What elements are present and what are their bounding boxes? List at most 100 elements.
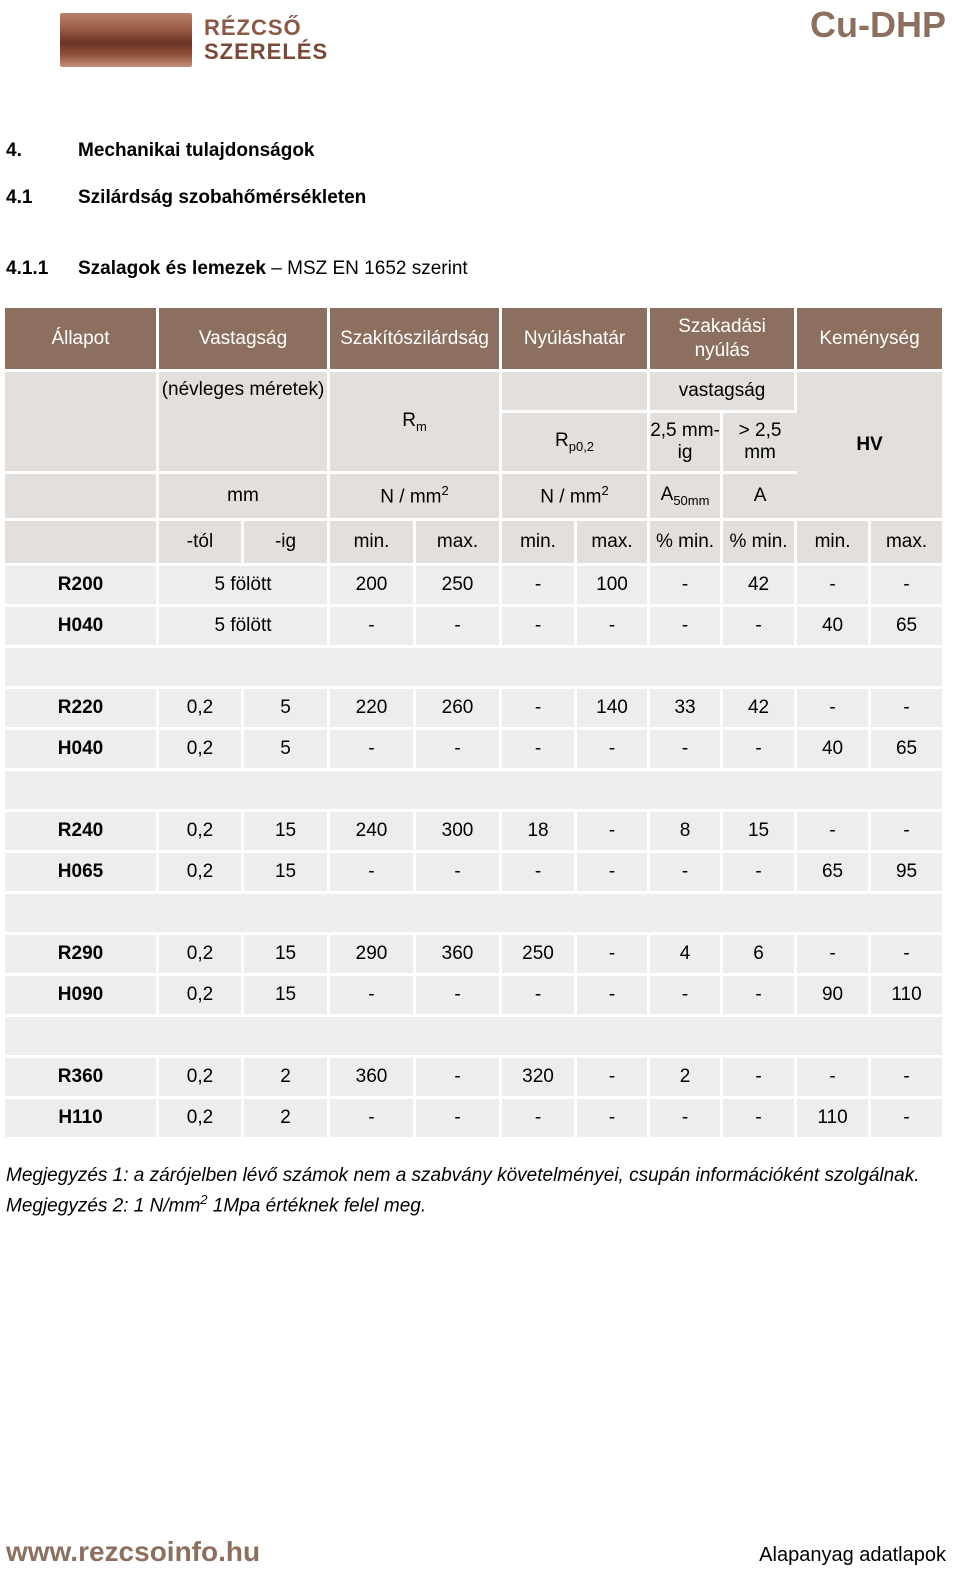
value-cell: -: [723, 1058, 798, 1099]
value-cell: -: [577, 1058, 651, 1099]
value-cell: 6: [723, 935, 798, 976]
value-cell: -: [502, 689, 578, 730]
state-cell: H040: [5, 730, 159, 771]
unit-mm: mm: [159, 474, 331, 521]
value-cell: -: [723, 853, 798, 894]
value-cell: -: [502, 730, 578, 771]
value-cell: -: [871, 935, 943, 976]
rm-subscript: m: [415, 418, 427, 434]
note-2-text-end: 1Mpa értéknek felel meg.: [207, 1195, 427, 1217]
value-cell: -: [650, 566, 724, 607]
copper-pipe-logo-graphic: [60, 13, 192, 67]
mechanical-properties-table: Állapot Vastagság Szakítószilárdság Nyúl…: [5, 308, 943, 1140]
footer-website-link[interactable]: www.rezcsoinfo.hu: [6, 1536, 261, 1567]
thickness-cell: 5 fölött: [159, 566, 331, 607]
value-cell: -: [330, 853, 417, 894]
to-cell: 5: [244, 730, 331, 771]
value-cell: -: [416, 1099, 503, 1140]
value-cell: -: [330, 730, 417, 771]
value-cell: -: [577, 812, 651, 853]
value-cell: -: [871, 689, 943, 730]
note-2: Megjegyzés 2: 1 N/mm2 1Mpa értéknek fele…: [6, 1188, 946, 1218]
value-cell: 260: [416, 689, 503, 730]
spacer-row: [5, 1017, 943, 1058]
from-cell: 0,2: [159, 935, 244, 976]
note-2-text: Megjegyzés 2: 1 N/mm: [6, 1195, 201, 1217]
header-allapot: Állapot: [5, 308, 159, 372]
section-heading-4-1-1: 4.1.1 Szalagok és lemezek – MSZ EN 1652 s…: [6, 258, 468, 280]
minmax-cell: min.: [797, 521, 872, 566]
header-szakadasi-nyulas: Szakadási nyúlás: [650, 308, 798, 372]
unit-superscript: 2: [441, 483, 449, 499]
subheader-vastagsag: vastagság: [650, 372, 798, 413]
value-cell: 90: [797, 976, 872, 1017]
units-row: mm N / mm2 N / mm2 A50mm A: [5, 474, 942, 521]
value-cell: 240: [330, 812, 417, 853]
from-cell: 0,2: [159, 812, 244, 853]
spacer-row: [5, 771, 943, 812]
to-cell: 15: [244, 935, 331, 976]
value-cell: 2: [650, 1058, 724, 1099]
value-cell: -: [650, 976, 724, 1017]
spacer-row: [5, 894, 943, 935]
minmax-cell: min.: [502, 521, 578, 566]
unit-n-mm2-rm: N / mm2: [330, 474, 503, 521]
value-cell: -: [416, 976, 503, 1017]
value-cell: -: [416, 730, 503, 771]
subheader-rm: Rm: [330, 372, 503, 474]
value-cell: -: [871, 1058, 943, 1099]
unit-subscript: 50mm: [673, 492, 710, 508]
spacer-cell: [5, 648, 943, 689]
minmax-cell: min.: [330, 521, 417, 566]
value-cell: -: [797, 935, 872, 976]
subheader-nevleges-meretek: (névleges méretek): [159, 372, 331, 474]
subheader-hv: HV: [797, 372, 943, 521]
value-cell: 40: [797, 730, 872, 771]
value-cell: 65: [797, 853, 872, 894]
value-cell: 33: [650, 689, 724, 730]
value-cell: 250: [416, 566, 503, 607]
header-kemenyseg: Keménység: [797, 308, 943, 372]
value-cell: -: [502, 976, 578, 1017]
value-cell: -: [797, 566, 872, 607]
value-cell: -: [871, 1099, 943, 1140]
value-cell: 42: [723, 566, 798, 607]
unit-n-mm2-rp: N / mm2: [502, 474, 651, 521]
value-cell: 15: [723, 812, 798, 853]
unit-a50mm: A50mm: [650, 474, 724, 521]
table-row: R240 0,2 15 240 300 18 - 8 15 - -: [5, 812, 943, 853]
value-cell: 100: [577, 566, 651, 607]
value-cell: -: [502, 1099, 578, 1140]
value-cell: 200: [330, 566, 417, 607]
value-cell: -: [330, 976, 417, 1017]
value-cell: 65: [871, 607, 943, 648]
state-cell: H090: [5, 976, 159, 1017]
value-cell: 40: [797, 607, 872, 648]
value-cell: -: [723, 730, 798, 771]
value-cell: 300: [416, 812, 503, 853]
notes: Megjegyzés 1: a zárójelben lévő számok n…: [6, 1164, 946, 1218]
thickness-cell: 5 fölött: [159, 607, 331, 648]
note-1: Megjegyzés 1: a zárójelben lévő számok n…: [6, 1165, 920, 1186]
state-cell: R220: [5, 689, 159, 730]
table-row: R360 0,2 2 360 - 320 - 2 - - -: [5, 1058, 943, 1099]
table-row: H040 0,2 5 - - - - - - 40 65: [5, 730, 943, 771]
minmax-cell: max.: [871, 521, 943, 566]
minmax-cell: % min.: [723, 521, 798, 566]
spacer-cell: [5, 894, 943, 935]
subheader-row-1: (névleges méretek) Rm vastagság HV: [5, 372, 943, 521]
spacer-row: [5, 648, 943, 689]
table-row: R290 0,2 15 290 360 250 - 4 6 - -: [5, 935, 943, 976]
value-cell: -: [650, 853, 724, 894]
rm-symbol: R: [402, 409, 416, 431]
subheader-over-2-5: > 2,5 mm: [723, 413, 798, 474]
material-title: Cu-DHP: [810, 4, 946, 45]
unit-a: A: [723, 474, 798, 521]
section-title: Mechanikai tulajdonságok: [78, 140, 315, 161]
to-cell: 15: [244, 812, 331, 853]
value-cell: 360: [416, 935, 503, 976]
units-blank: [5, 474, 159, 521]
state-cell: H110: [5, 1099, 159, 1140]
table-row: H110 0,2 2 - - - - - - 110 -: [5, 1099, 943, 1140]
footer-section-label: Alapanyag adatlapok: [759, 1544, 946, 1566]
